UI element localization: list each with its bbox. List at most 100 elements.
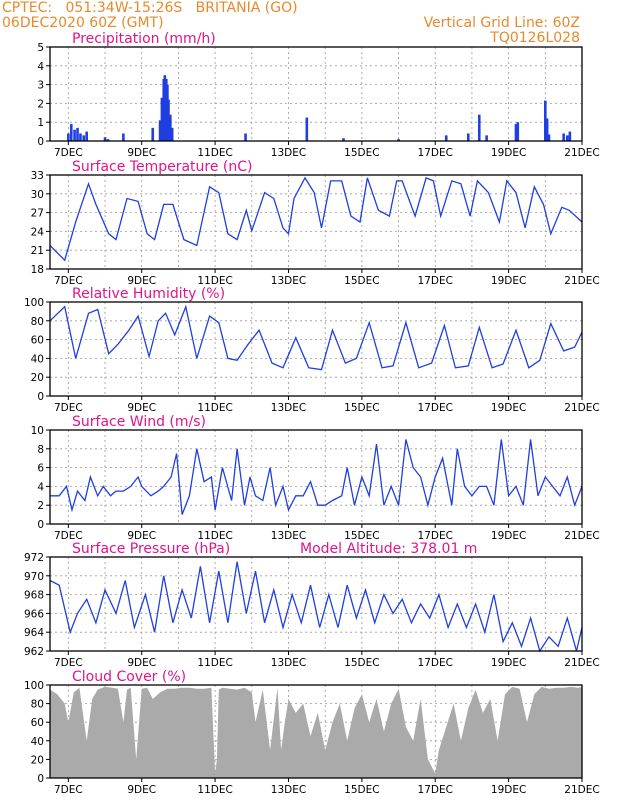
wind-ytick-label: 10 <box>31 425 44 437</box>
humidity-ytick-label: 20 <box>31 372 44 384</box>
pressure-line <box>49 561 583 653</box>
precipitation-bar <box>170 127 174 141</box>
wind-xtick-label: 15DEC <box>344 530 379 542</box>
precipitation-xtick-label: 9DEC <box>127 147 156 159</box>
humidity-ytick-label: 100 <box>24 297 44 309</box>
wind-xtick-label: 21DEC <box>564 530 599 542</box>
precipitation-bar <box>545 118 549 141</box>
temperature-ytick-label: 18 <box>31 264 44 276</box>
cloud-cover-area <box>50 686 582 778</box>
pressure-ytick-label: 972 <box>24 552 44 564</box>
temperature-xtick-label: 19DEC <box>491 275 526 287</box>
temperature-xtick-label: 13DEC <box>271 275 306 287</box>
precipitation-bar <box>568 131 572 141</box>
precipitation-xtick-label: 21DEC <box>564 147 599 159</box>
pressure-xtick-label: 15DEC <box>344 657 379 669</box>
wind-ytick-label: 0 <box>37 519 44 531</box>
humidity-ytick-label: 0 <box>37 391 44 403</box>
cloud-cover-xtick-label: 21DEC <box>564 784 599 796</box>
precipitation-title: Precipitation (mm/h) <box>72 31 216 47</box>
humidity-xtick-label: 9DEC <box>127 402 156 414</box>
header-grid-line: Vertical Grid Line: 60Z <box>424 15 580 31</box>
pressure-xtick-label: 17DEC <box>418 657 453 669</box>
pressure-ytick-label: 964 <box>24 627 44 639</box>
precipitation-bar <box>547 134 551 141</box>
pressure-ytick-label: 968 <box>24 590 44 602</box>
pressure-frame <box>49 556 583 652</box>
pressure-xtick-label: 7DEC <box>54 657 83 669</box>
cloud-cover-ytick-label: 0 <box>37 773 44 785</box>
cloud-cover-frame <box>49 684 583 779</box>
wind-xtick-label: 11DEC <box>197 530 232 542</box>
cloud-cover-ytick-label: 40 <box>31 736 44 748</box>
precipitation-bar <box>73 129 76 141</box>
precipitation-bar <box>106 139 110 141</box>
precipitation-frame <box>49 46 583 142</box>
humidity-xtick-label: 17DEC <box>418 402 453 414</box>
precipitation-xtick-label: 11DEC <box>197 147 232 159</box>
precipitation-ytick-label: 2 <box>37 98 44 110</box>
pressure-xtick-label: 19DEC <box>491 657 526 669</box>
cloud-cover-xtick-label: 13DEC <box>271 784 306 796</box>
precipitation-bar <box>169 114 172 141</box>
precipitation-bar <box>514 124 518 141</box>
cloud-cover-xtick-label: 17DEC <box>418 784 453 796</box>
wind-xtick-label: 13DEC <box>271 530 306 542</box>
precipitation-bar <box>566 135 569 141</box>
wind-frame <box>49 429 583 525</box>
precipitation-bar <box>516 122 520 141</box>
temperature-xtick-label: 17DEC <box>418 275 453 287</box>
header-date: 06DEC2020 60Z (GMT) <box>2 15 164 31</box>
header-station: CPTEC: 051:34W-15:26S BRITANIA (GO) <box>2 0 298 16</box>
precipitation-xtick-label: 13DEC <box>271 147 306 159</box>
humidity-ytick-label: 40 <box>31 353 44 365</box>
pressure-ytick-label: 970 <box>24 571 44 583</box>
precipitation-ytick-label: 3 <box>37 80 44 92</box>
cloud-cover-xtick-label: 9DEC <box>127 784 156 796</box>
humidity-title: Relative Humidity (%) <box>72 286 225 302</box>
precipitation-bar <box>79 133 82 141</box>
precipitation-bar <box>160 97 164 141</box>
wind-ytick-label: 8 <box>37 444 44 456</box>
precipitation-xtick-label: 7DEC <box>54 147 83 159</box>
wind-title: Surface Wind (m/s) <box>72 414 206 430</box>
wind-ytick-label: 6 <box>37 463 44 475</box>
cloud-cover-ytick-label: 60 <box>31 717 44 729</box>
cloud-cover-xtick-label: 7DEC <box>54 784 83 796</box>
temperature-frame <box>49 174 583 270</box>
humidity-frame <box>49 301 583 397</box>
wind-xtick-label: 9DEC <box>127 530 156 542</box>
precipitation-ytick-label: 4 <box>37 61 44 73</box>
temperature-panel: 18 21 24 27 30 33 7DEC 9DEC 11DEC 13DEC 15DEC 17DEC… <box>31 159 600 287</box>
precipitation-bar <box>167 99 170 141</box>
cloud-cover-title: Cloud Cover (%) <box>72 669 186 685</box>
precipitation-ytick-label: 0 <box>37 136 44 148</box>
temperature-ytick-label: 27 <box>31 208 44 220</box>
temperature-ytick-label: 33 <box>31 170 44 182</box>
pressure-xtick-label: 9DEC <box>127 657 156 669</box>
precipitation-bar <box>444 135 448 141</box>
precipitation-bar <box>85 131 88 141</box>
humidity-xtick-label: 11DEC <box>197 402 232 414</box>
wind-xtick-label: 19DEC <box>491 530 526 542</box>
temperature-ytick-label: 21 <box>31 245 44 257</box>
precipitation-bar <box>305 117 309 141</box>
pressure-title: Surface Pressure (hPa) <box>72 541 230 557</box>
humidity-line <box>49 304 583 371</box>
humidity-xtick-label: 21DEC <box>564 402 599 414</box>
pressure-xtick-label: 13DEC <box>271 657 306 669</box>
humidity-xtick-label: 15DEC <box>344 402 379 414</box>
cloud-cover-xtick-label: 15DEC <box>344 784 379 796</box>
wind-ytick-label: 2 <box>37 500 44 512</box>
temperature-ytick-label: 24 <box>31 226 45 238</box>
precipitation-bar <box>76 127 79 141</box>
precipitation-xtick-label: 17DEC <box>418 147 453 159</box>
precipitation-bar <box>82 135 86 141</box>
temperature-xtick-label: 11DEC <box>197 275 232 287</box>
precipitation-ytick-label: 1 <box>37 117 44 129</box>
precipitation-bar <box>67 133 70 141</box>
pressure-ytick-label: 966 <box>24 608 44 620</box>
precipitation-xtick-label: 15DEC <box>344 147 379 159</box>
temperature-title: Surface Temperature (nC) <box>72 159 253 175</box>
